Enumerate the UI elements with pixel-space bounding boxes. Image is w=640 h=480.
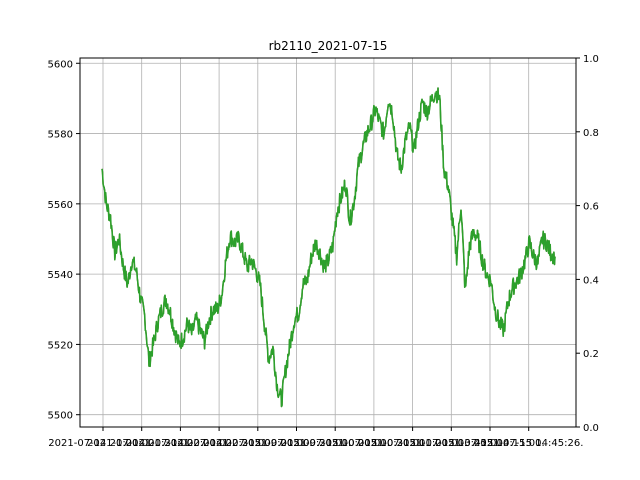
y2-tick-label: 0.8 (583, 128, 599, 139)
y2-tick-label: 0.4 (583, 275, 599, 286)
plot-frame (79, 57, 577, 428)
x-tick-label: 2021-07-14 22:30:00. (164, 438, 273, 449)
series-line-3 (101, 87, 556, 408)
axes: 5500 5520 5540 5560 5580 5600 0.0 0.2 0.4 0.6 0.8 1… (48, 54, 599, 449)
y-tick-label: 5580 (48, 130, 73, 141)
y2-tick-label: 0.6 (583, 202, 599, 213)
x-tick-label: 2021-07-15 10:30:00. (319, 438, 428, 449)
y-tick-label: 5500 (48, 411, 73, 422)
x-tick-label: 2021-07-15 11:00:00. (358, 438, 467, 449)
x-tick-label: 2021-07-14 21:00:00. (48, 438, 157, 449)
x-tick-label: 2021-07-15 13:45:00. (397, 438, 506, 449)
y2-tick-label: 0.0 (583, 423, 599, 434)
x-tick-label: 2021-07-14 21:30:00. (87, 438, 196, 449)
y2-tick-label: 0.2 (583, 349, 599, 360)
x-tick-label: 2021-07-15 14:15:00. (435, 438, 544, 449)
y-tick-label: 5560 (48, 200, 73, 211)
x-tick-label: 2021-07-15 09:00:00. (203, 438, 312, 449)
y-tick-label: 5520 (48, 340, 73, 351)
x-tick-label: 2021-07-15 10:00:00. (281, 438, 390, 449)
x-tick-label: 2021-07-15 09:30:00. (242, 438, 351, 449)
y-tick-label: 5600 (48, 59, 73, 70)
x-tick-label: 2021-07-14 22:00:00. (126, 438, 235, 449)
y-tick-label: 5540 (48, 270, 73, 281)
y2-tick-label: 1.0 (583, 54, 599, 65)
grid (80, 58, 576, 427)
x-tick-label: 2021-07-15 14:45:26. (474, 438, 583, 449)
series-lines (101, 87, 556, 408)
chart-title: rb2110_2021-07-15 (269, 39, 388, 53)
